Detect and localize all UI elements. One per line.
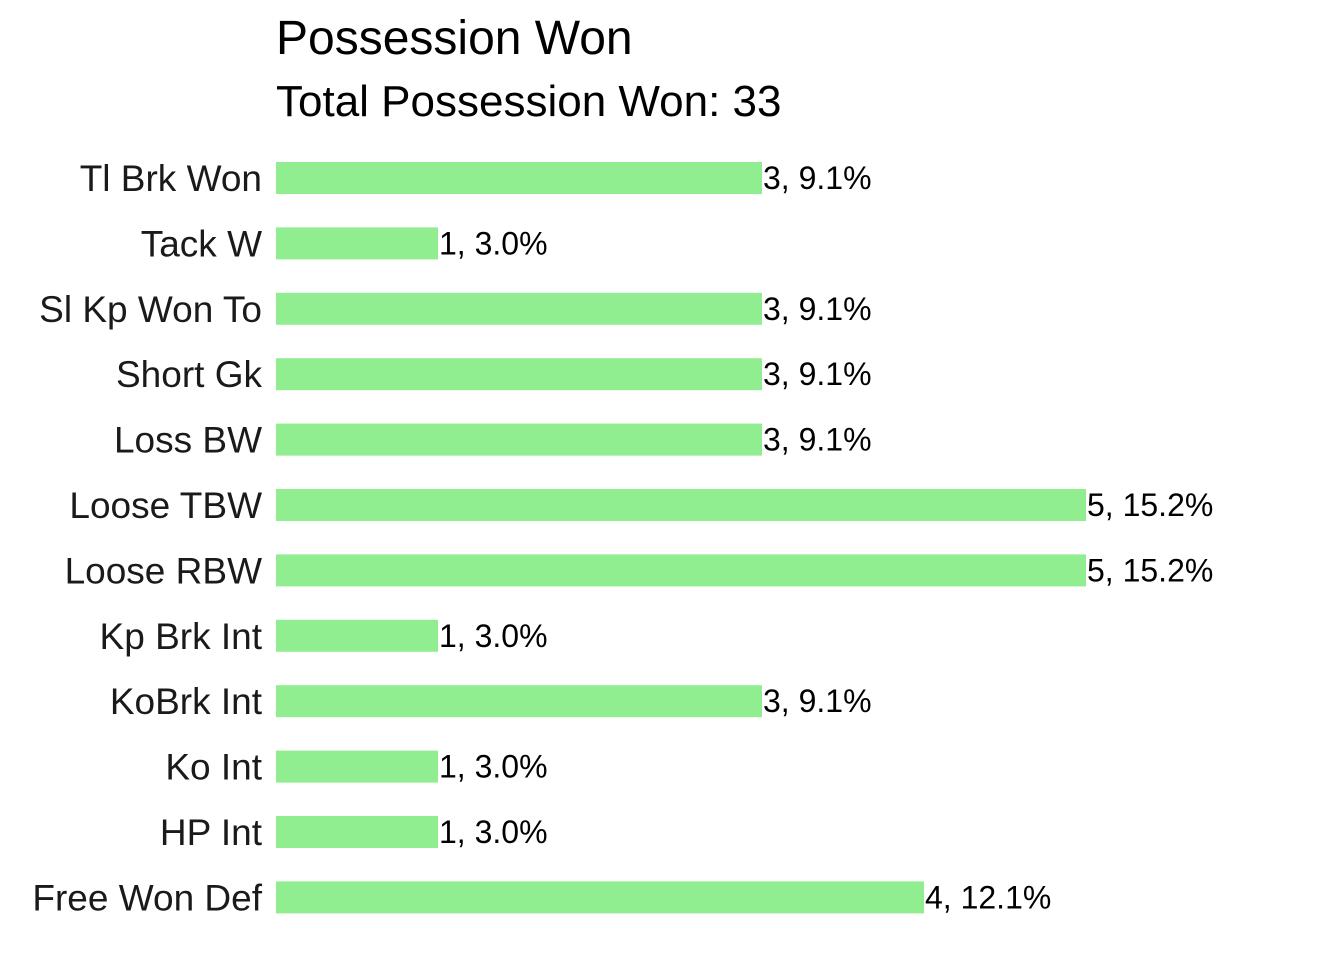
category-label: Tl Brk Won: [80, 158, 262, 199]
value-label: 3, 9.1%: [763, 356, 872, 392]
value-label: 5, 15.2%: [1087, 552, 1213, 588]
bar: [276, 881, 924, 914]
bar: [276, 750, 438, 783]
category-label: Sl Kp Won To: [39, 289, 262, 330]
category-label: Short Gk: [116, 354, 262, 395]
bar: [276, 816, 438, 848]
category-label: Free Won Def: [32, 877, 262, 918]
value-label: 3, 9.1%: [763, 291, 872, 327]
bar: [276, 554, 1086, 587]
bar: [276, 619, 438, 652]
category-label: Loose RBW: [65, 550, 262, 591]
chart-title: Possession Won: [276, 12, 633, 65]
category-label: KoBrk Int: [110, 681, 263, 722]
bar: [276, 489, 1086, 521]
category-label: HP Int: [160, 812, 263, 853]
value-label: 4, 12.1%: [925, 879, 1051, 915]
chart-subtitle: Total Possession Won: 33: [276, 77, 781, 126]
bar: [276, 685, 762, 718]
bar: [276, 423, 762, 456]
value-label: 1, 3.0%: [439, 749, 548, 785]
value-label: 3, 9.1%: [763, 160, 872, 196]
category-label: Ko Int: [165, 747, 262, 788]
value-label: 5, 15.2%: [1087, 487, 1213, 523]
value-label: 1, 3.0%: [439, 618, 548, 654]
category-label: Loss BW: [114, 420, 262, 461]
category-label: Loose TBW: [69, 485, 262, 526]
category-label: Tack W: [141, 223, 262, 264]
bar: [276, 227, 438, 260]
bars-group: Tl Brk Won 3, 9.1% Tack W 1, 3.0% Sl Kp Won …: [32, 158, 1213, 918]
bar: [276, 162, 762, 194]
bar: [276, 292, 762, 325]
value-label: 3, 9.1%: [763, 422, 872, 458]
bar: [276, 358, 762, 391]
value-label: 1, 3.0%: [439, 814, 548, 850]
value-label: 1, 3.0%: [439, 225, 548, 261]
category-label: Kp Brk Int: [100, 616, 263, 657]
value-label: 3, 9.1%: [763, 683, 872, 719]
